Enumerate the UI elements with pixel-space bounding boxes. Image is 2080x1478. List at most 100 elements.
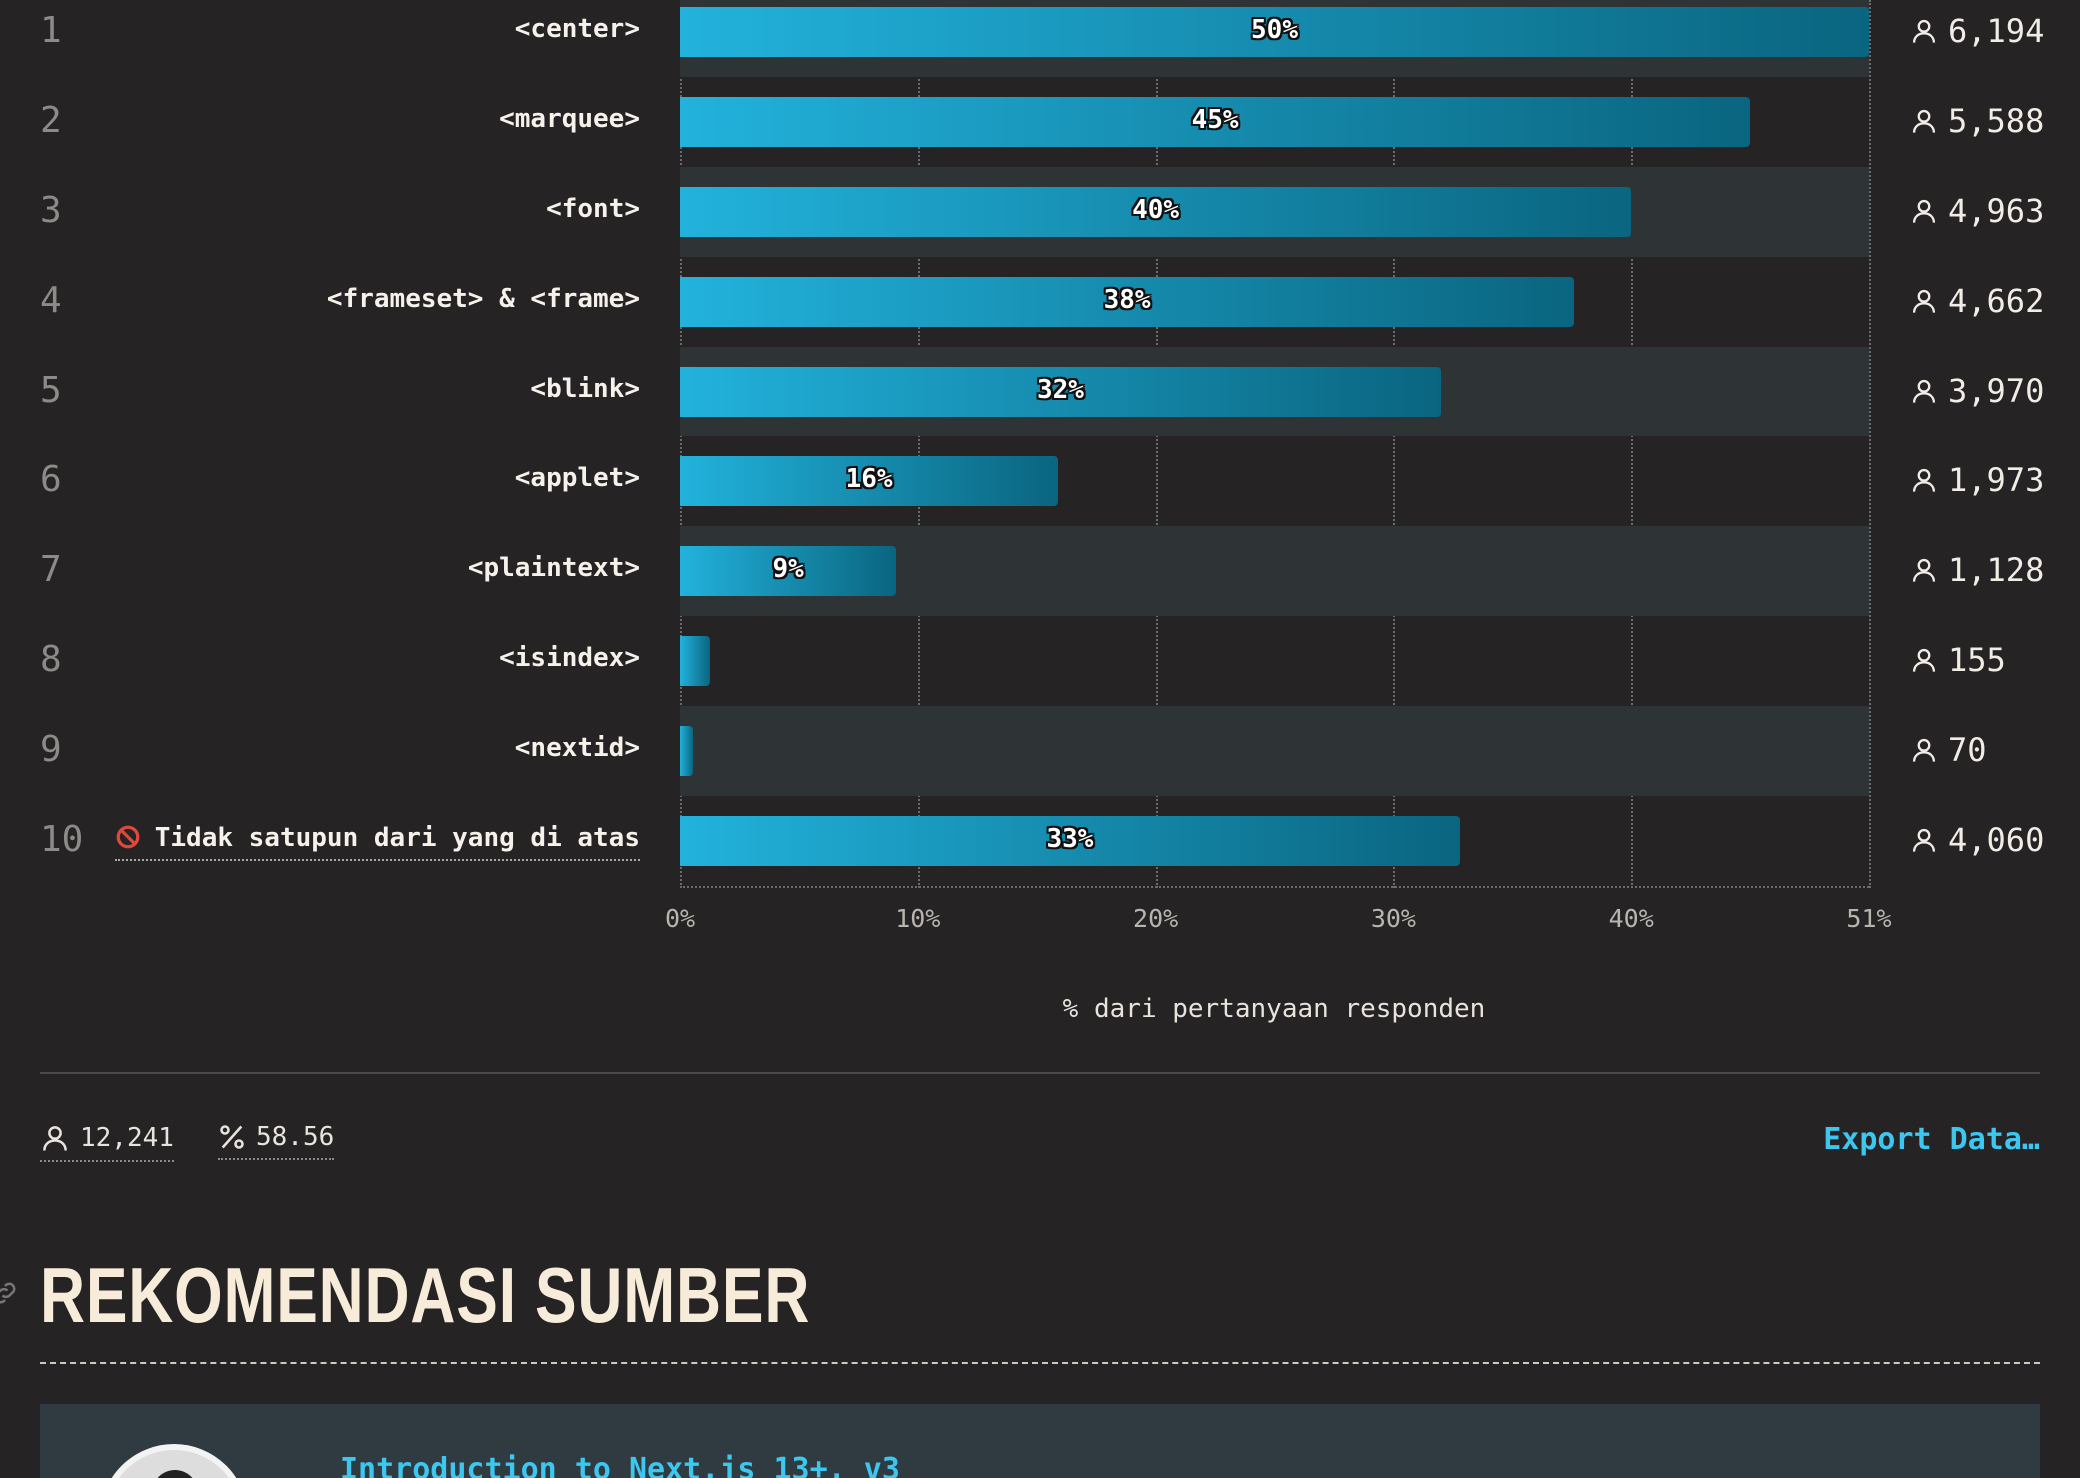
gridline <box>1393 0 1396 888</box>
row-count-value: 1,128 <box>1948 551 2045 590</box>
row-count: 4,060 <box>1910 821 2044 859</box>
row-rank: 9 <box>40 729 62 771</box>
user-icon <box>43 1126 67 1151</box>
row-count-value: 155 <box>1948 641 2006 680</box>
bar[interactable] <box>680 366 1441 417</box>
gridline <box>1155 0 1158 888</box>
bar[interactable] <box>680 816 1460 867</box>
bar[interactable] <box>680 456 1059 507</box>
gridline <box>1869 0 1871 888</box>
row-label: <blink> <box>530 373 640 404</box>
percent-stat[interactable]: 58.56 <box>218 1122 335 1160</box>
row-rank: 8 <box>40 639 62 681</box>
row-count-value: 3,970 <box>1948 371 2045 410</box>
gridline <box>1631 0 1634 888</box>
x-tick-label: 40% <box>1608 904 1654 933</box>
row-count: 70 <box>1910 731 1987 769</box>
row-label: <marquee> <box>499 103 640 134</box>
gridline <box>917 0 920 888</box>
row-count: 1,973 <box>1910 461 2044 499</box>
row-band <box>680 616 1869 706</box>
user-icon <box>1910 555 1938 585</box>
row-label[interactable]: Tidak satupun dari yang di atas <box>110 823 640 862</box>
row-label-text: Tidak satupun dari yang di atas <box>154 823 640 854</box>
link-icon[interactable] <box>0 1278 20 1308</box>
x-tick-label: 10% <box>895 904 941 933</box>
bar[interactable] <box>680 186 1632 237</box>
percent-icon <box>220 1125 244 1149</box>
row-band <box>680 706 1869 797</box>
percent-value: 58.56 <box>256 1122 335 1152</box>
respondents-value: 12,241 <box>80 1123 174 1153</box>
bar-value-label: 32% <box>1036 374 1084 405</box>
row-count: 6,194 <box>1910 12 2044 50</box>
separator <box>40 1072 2040 1074</box>
row-count-value: 70 <box>1948 731 1987 770</box>
row-label: <nextid> <box>514 733 640 764</box>
bar-value-label: 40% <box>1132 194 1180 225</box>
bar-value-label: 16% <box>845 464 893 495</box>
row-rank: 6 <box>40 459 62 501</box>
gridline <box>680 0 682 888</box>
row-count: 3,970 <box>1910 372 2044 410</box>
x-axis-label: % dari pertanyaan responden <box>1062 994 1486 1024</box>
x-tick-label: 20% <box>1133 904 1179 933</box>
row-label: <center> <box>514 13 640 44</box>
row-rank: 5 <box>40 369 62 411</box>
row-label: <applet> <box>514 463 640 494</box>
row-count-value: 5,588 <box>1948 101 2045 140</box>
row-count-value: 4,662 <box>1948 281 2045 320</box>
bar[interactable] <box>680 96 1751 147</box>
x-tick-label: 30% <box>1370 904 1416 933</box>
row-count: 4,963 <box>1910 192 2044 230</box>
x-tick-label: 51% <box>1846 904 1892 933</box>
resource-card[interactable]: Introduction to Next.js 13+, v3 <box>40 1404 2040 1478</box>
bar[interactable] <box>680 546 897 597</box>
row-count-value: 4,060 <box>1948 821 2045 860</box>
respondents-stat[interactable]: 12,241 <box>40 1122 174 1162</box>
row-count: 1,128 <box>1910 551 2044 589</box>
row-rank: 7 <box>40 549 62 591</box>
bar-value-label: 33% <box>1046 824 1094 855</box>
row-rank: 1 <box>40 9 62 51</box>
user-icon <box>1910 825 1938 855</box>
user-icon <box>1910 735 1938 765</box>
user-icon <box>1910 465 1938 495</box>
export-data-link[interactable]: Export Data… <box>1823 1122 2040 1157</box>
row-label: <frameset> & <frame> <box>326 283 640 314</box>
user-icon <box>1910 106 1938 136</box>
row-label: <isindex> <box>499 643 640 674</box>
bar[interactable] <box>680 636 710 687</box>
heading-divider <box>40 1362 2040 1364</box>
bar-value-label: 45% <box>1191 104 1239 135</box>
x-tick-label: 0% <box>664 904 696 933</box>
row-label: <font> <box>546 193 640 224</box>
x-axis-line <box>680 886 1869 888</box>
bar-value-label: 50% <box>1251 14 1298 45</box>
user-icon <box>1910 196 1938 226</box>
user-icon <box>1910 376 1938 406</box>
row-label: <plaintext> <box>467 553 640 584</box>
avatar <box>100 1444 248 1478</box>
row-count: 4,662 <box>1910 282 2044 320</box>
row-rank: 10 <box>40 819 84 861</box>
row-count: 155 <box>1910 641 2006 679</box>
bar-value-label: 9% <box>772 554 804 585</box>
bar[interactable] <box>680 726 694 777</box>
user-icon <box>1910 16 1938 46</box>
resource-title-link[interactable]: Introduction to Next.js 13+, v3 <box>340 1452 900 1478</box>
row-rank: 2 <box>40 99 62 141</box>
bar-value-label: 38% <box>1103 284 1151 315</box>
user-icon <box>1910 645 1938 675</box>
row-count-value: 1,973 <box>1948 461 2045 500</box>
row-rank: 4 <box>40 279 62 321</box>
row-count-value: 6,194 <box>1948 11 2045 50</box>
no-entry-icon <box>116 825 140 849</box>
row-rank: 3 <box>40 189 62 231</box>
section-heading: REKOMENDASI SUMBER <box>40 1251 811 1339</box>
bar[interactable] <box>680 6 1869 57</box>
row-count: 5,588 <box>1910 102 2044 140</box>
row-count-value: 4,963 <box>1948 191 2045 230</box>
bar[interactable] <box>680 276 1575 327</box>
user-icon <box>1910 286 1938 316</box>
